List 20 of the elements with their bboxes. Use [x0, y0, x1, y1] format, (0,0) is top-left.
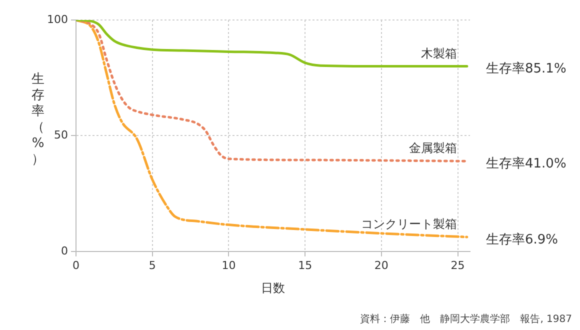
x-tick-label: 20	[374, 258, 388, 272]
y-axis-title: 生存率（%）	[30, 72, 46, 168]
series-label: 木製箱	[420, 46, 457, 60]
x-tick-label: 10	[222, 258, 236, 272]
text: 資料：伊藤 他 静岡大学農学部 報告, 1987	[360, 313, 572, 325]
y-tick-label: 50	[54, 128, 68, 142]
x-tick-label: 0	[72, 258, 80, 272]
series-label: 金属製箱	[408, 141, 457, 156]
x-tick-label: 25	[450, 258, 465, 272]
text: 生存率41.0%	[486, 156, 566, 172]
y-tick-label: 0	[60, 244, 68, 258]
series-label: コンクリート製箱	[360, 217, 457, 232]
x-axis-title: 日数	[261, 280, 285, 295]
x-tick-label: 15	[298, 258, 312, 272]
line-series	[76, 20, 468, 68]
x-tick-label: 5	[148, 258, 156, 272]
line-series	[76, 20, 468, 238]
text: 生存率6.9%	[486, 231, 558, 248]
text: 生存率85.1%	[486, 60, 566, 77]
y-tick-label: 100	[46, 12, 68, 26]
